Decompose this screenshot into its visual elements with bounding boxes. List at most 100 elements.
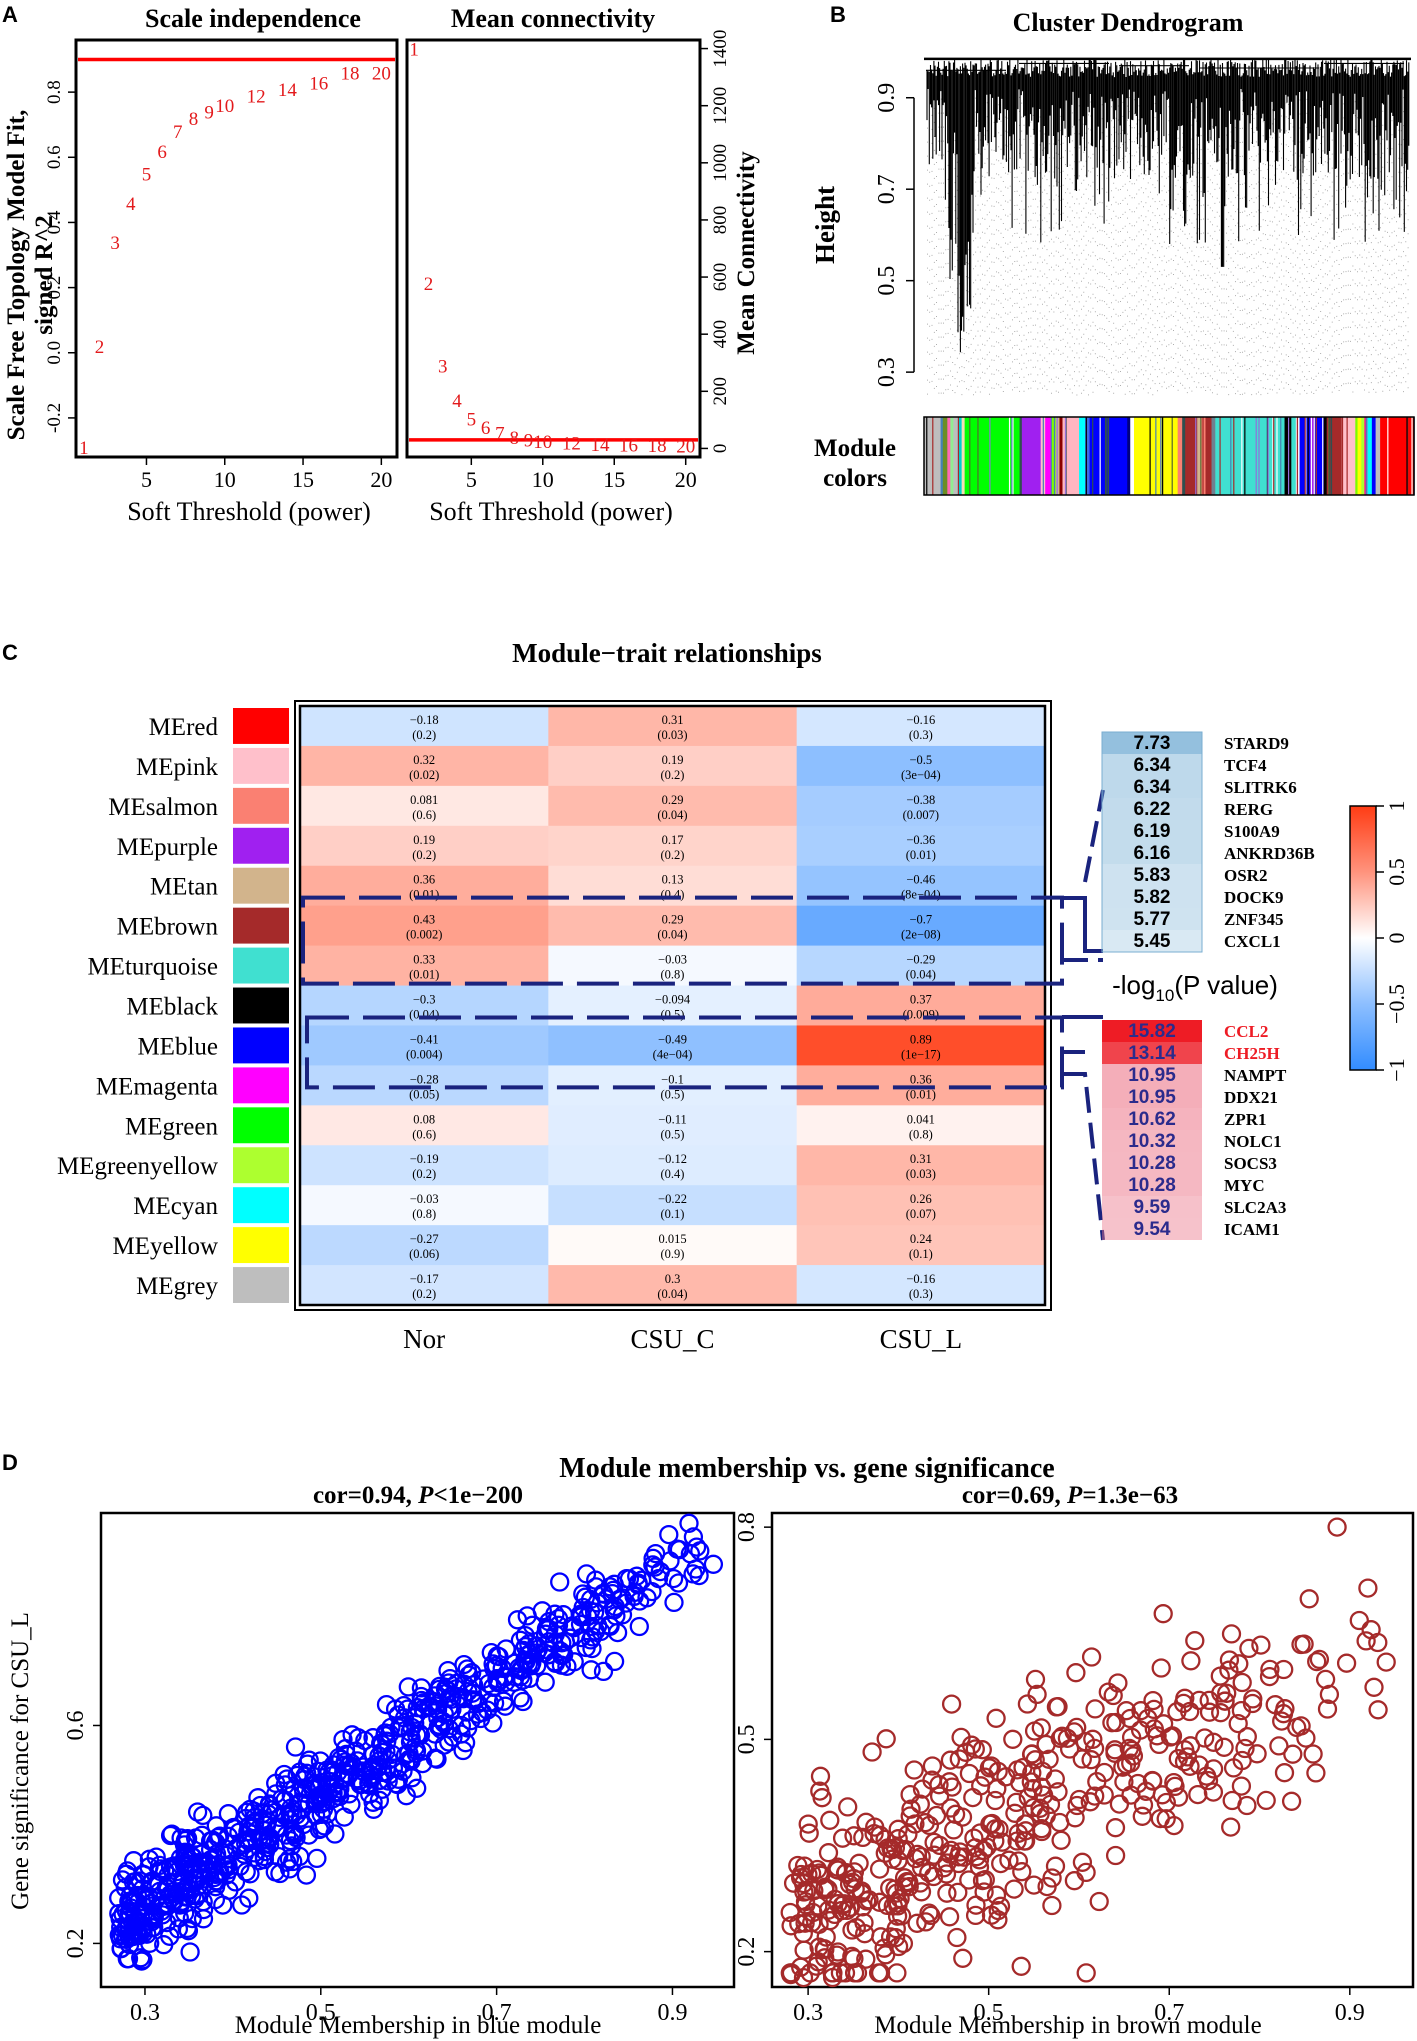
heatmap-cell	[548, 825, 798, 867]
module-color-block	[1355, 417, 1358, 495]
x-tick-label: 0.9	[1335, 2000, 1365, 2026]
gene-name: MYC	[1224, 1176, 1265, 1195]
plot-frame	[99, 1511, 736, 1989]
scatter-point	[686, 1537, 707, 1557]
scatter-point	[607, 1622, 628, 1643]
scatter-point	[937, 1883, 957, 1903]
power-point-label: 8	[509, 428, 519, 449]
power-point-label: 3	[438, 357, 448, 378]
scatter-point	[979, 1758, 1000, 1778]
correlation-value: 0.19	[662, 753, 684, 767]
scatter-point	[266, 1773, 286, 1793]
scatter-point	[1132, 1806, 1152, 1826]
y-tick-label: 0	[710, 444, 731, 454]
correlation-value: −0.12	[658, 1152, 687, 1166]
module-color-stripe	[1296, 417, 1299, 495]
gene-value: 5.45	[1134, 931, 1171, 952]
scatter-point	[798, 1814, 818, 1834]
brown-highlight-box	[301, 895, 1064, 986]
p-value: (0.01)	[906, 1087, 936, 1101]
scatter-point	[1231, 1776, 1252, 1796]
heatmap-cell	[796, 1265, 1046, 1306]
gene-value: 6.34	[1134, 755, 1171, 776]
power-point-label: 16	[309, 73, 328, 94]
power-point-label: 14	[590, 435, 610, 456]
y-tick-label: 0.5	[874, 266, 900, 296]
module-color-stripe	[1329, 417, 1331, 495]
scatter-point	[888, 1819, 908, 1839]
row-label: MEsalmon	[108, 794, 218, 821]
gene-value-cell	[1102, 776, 1202, 798]
correlation-value: −0.18	[410, 713, 439, 727]
module-color-stripe	[1011, 417, 1013, 495]
scatter-point	[175, 1879, 195, 1899]
scatter-point	[880, 1878, 900, 1898]
gene-value: 6.34	[1134, 777, 1171, 798]
scatter-point	[361, 1765, 381, 1785]
module-color-stripe	[932, 417, 934, 495]
dendrogram-branches	[926, 58, 1410, 353]
correlation-value: −0.28	[410, 1072, 439, 1086]
scatter-point	[1214, 1737, 1234, 1757]
gene-value-cell	[1102, 798, 1202, 820]
d-left-plot: 0.3 0.5 0.7 0.9 0.2 0.6	[63, 1511, 736, 2026]
a1-xlabel: Soft Threshold (power)	[127, 497, 371, 526]
gene-value: 5.77	[1134, 909, 1171, 930]
p-value: (0.05)	[409, 1087, 439, 1101]
scatter-point	[1045, 1769, 1065, 1789]
row-color-swatch	[233, 1147, 289, 1184]
p-value: (0.2)	[412, 848, 436, 862]
x-tick-label: 20	[370, 467, 392, 492]
scatter-point	[905, 1814, 925, 1834]
scatter-point	[815, 1879, 835, 1900]
scatter-point	[668, 1573, 689, 1593]
scatter-point	[910, 1794, 930, 1814]
scatter-point	[823, 1963, 843, 1983]
y-tick-label: 200	[710, 377, 731, 406]
heatmap-cell	[796, 1145, 1046, 1186]
scatter-point	[1237, 1727, 1257, 1747]
scatter-point	[999, 1850, 1019, 1870]
scatter-point	[1142, 1770, 1163, 1791]
scatter-point	[612, 1588, 632, 1608]
power-point-label: 2	[95, 337, 105, 358]
scatter-point	[576, 1637, 596, 1658]
scatter-point	[139, 1857, 159, 1877]
gene-name: ICAM1	[1224, 1220, 1280, 1239]
panel-d: Module membership vs. gene significance …	[7, 1453, 1415, 2039]
heatmap-cell	[548, 1025, 798, 1066]
row-color-swatch	[233, 827, 289, 864]
scatter-point	[1080, 1792, 1100, 1812]
module-color-stripe	[1149, 417, 1151, 495]
power-point-label: 10	[215, 96, 234, 117]
heatmap-cell	[796, 1225, 1046, 1266]
panel-letter-a: A	[2, 2, 18, 27]
scatter-point	[517, 1606, 537, 1626]
scatter-point	[205, 1889, 226, 1910]
scatter-point	[1291, 1634, 1311, 1655]
power-point-label: 18	[341, 64, 360, 85]
legend-tick-label: 0	[1384, 933, 1409, 944]
module-color-stripe	[1050, 417, 1052, 495]
power-point-label: 9	[524, 430, 534, 451]
module-color-block	[1341, 417, 1356, 495]
scatter-point	[912, 1779, 933, 1799]
y-tick-label: 600	[710, 263, 731, 292]
module-color-stripe	[1315, 417, 1317, 495]
scatter-point	[453, 1740, 473, 1761]
scatter-point	[1030, 1798, 1050, 1818]
scatter-point	[1165, 1776, 1185, 1797]
correlation-value: −0.03	[658, 953, 687, 967]
module-color-block	[1371, 417, 1377, 495]
heatmap-cell	[300, 1145, 549, 1186]
scatter-point	[1274, 1659, 1294, 1680]
scatter-point	[871, 1927, 891, 1947]
power-point-label: 4	[126, 194, 136, 215]
panel-letter-c: C	[2, 640, 18, 665]
scatter-point	[1025, 1669, 1046, 1690]
module-color-block	[950, 417, 954, 495]
scatter-point	[1103, 1685, 1123, 1706]
module-color-stripe	[1092, 417, 1094, 495]
scatter-point	[1143, 1690, 1163, 1711]
module-color-block	[1357, 417, 1362, 495]
